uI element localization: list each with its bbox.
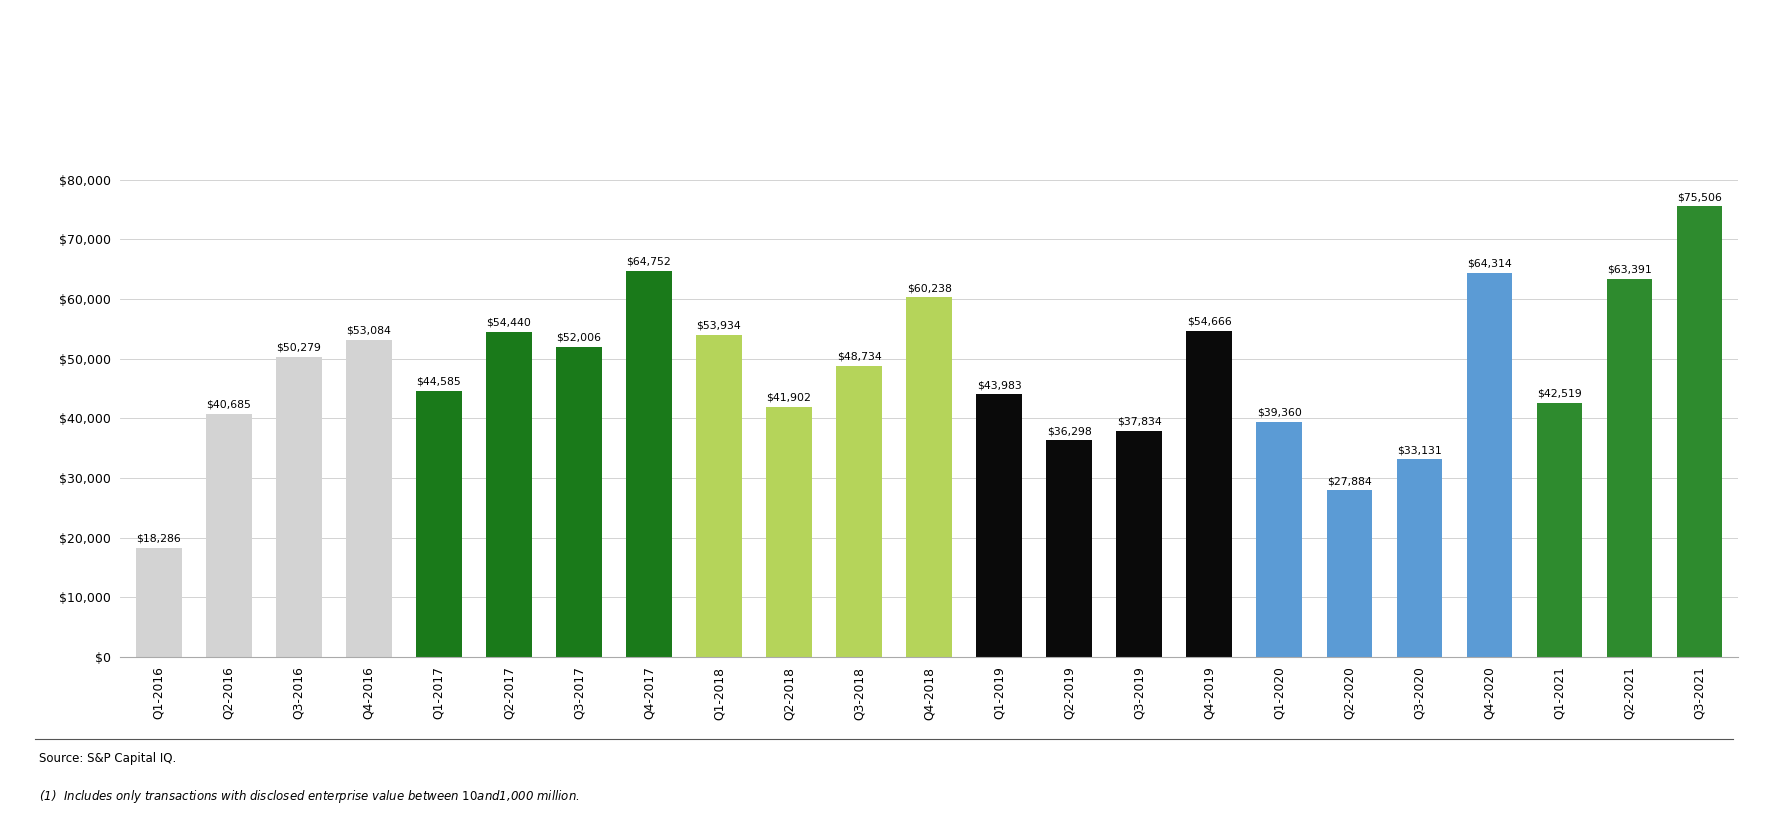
Bar [347, 340, 391, 657]
Bar [1257, 422, 1301, 657]
Text: $41,902: $41,902 [767, 392, 812, 402]
Bar [136, 548, 182, 657]
Text: $36,298: $36,298 [1047, 426, 1091, 436]
Text: $75,506: $75,506 [1678, 192, 1722, 202]
Bar [1467, 273, 1512, 657]
Text: $60,238: $60,238 [907, 283, 951, 293]
Text: $44,585: $44,585 [417, 377, 461, 387]
Bar [276, 357, 322, 657]
Text: $43,983: $43,983 [976, 380, 1022, 390]
Text: $54,440: $54,440 [486, 318, 532, 328]
Text: $64,752: $64,752 [626, 256, 672, 266]
Bar [1397, 459, 1443, 657]
Text: $18,286: $18,286 [136, 534, 180, 543]
Bar [1607, 278, 1651, 657]
Text: $52,006: $52,006 [557, 332, 601, 343]
Text: $37,834: $37,834 [1117, 417, 1162, 427]
Text: Table 2: Table 2 [854, 11, 914, 29]
Bar [907, 298, 951, 657]
Text: $50,279: $50,279 [276, 343, 322, 353]
Text: (1): (1) [1086, 68, 1107, 81]
Text: $40,685: $40,685 [207, 400, 251, 410]
Bar [207, 414, 251, 657]
Text: Aggregate Value of Closed Transactions: Aggregate Value of Closed Transactions [698, 69, 1070, 87]
Bar [836, 366, 882, 657]
Text: $27,884: $27,884 [1328, 477, 1372, 486]
Bar [415, 391, 461, 657]
Bar [1536, 403, 1582, 657]
Bar [1116, 431, 1162, 657]
Text: $39,360: $39,360 [1257, 408, 1301, 418]
Bar [766, 407, 812, 657]
Bar [486, 332, 532, 657]
Text: Source: S&P Capital IQ.: Source: S&P Capital IQ. [39, 752, 177, 765]
Text: $48,734: $48,734 [836, 352, 882, 362]
Text: $53,934: $53,934 [697, 321, 741, 330]
Text: $42,519: $42,519 [1536, 389, 1582, 399]
Bar [1326, 490, 1372, 657]
Text: $54,666: $54,666 [1186, 317, 1232, 326]
Bar [1186, 330, 1232, 657]
Text: (1)  Includes only transactions with disclosed enterprise value between $10 and : (1) Includes only transactions with disc… [39, 788, 580, 805]
Text: $53,084: $53,084 [347, 326, 391, 336]
Bar [697, 335, 743, 657]
Text: $63,391: $63,391 [1607, 264, 1651, 274]
Text: $64,314: $64,314 [1467, 259, 1512, 269]
Bar [626, 271, 672, 657]
Bar [557, 347, 601, 657]
Text: Quarterly U.S. M&A Activity:  Transactions Closed: Quarterly U.S. M&A Activity: Transaction… [670, 38, 1098, 55]
Bar [976, 394, 1022, 657]
Text: $33,131: $33,131 [1397, 445, 1441, 455]
Bar [1676, 206, 1722, 657]
Bar [1047, 441, 1093, 657]
